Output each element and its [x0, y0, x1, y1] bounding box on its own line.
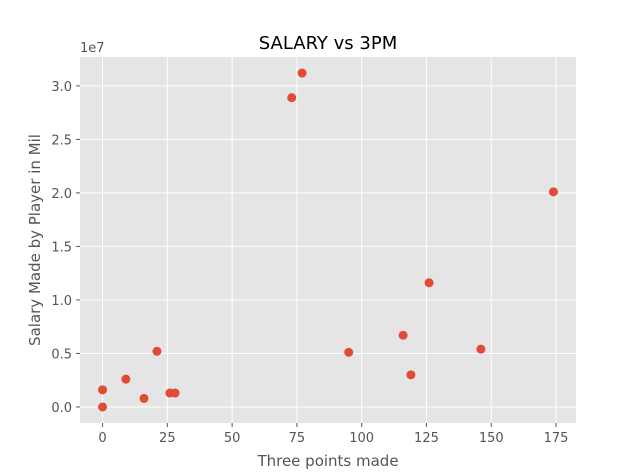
data-point: [297, 68, 307, 78]
x-tick-label: 75: [289, 431, 306, 446]
data-point: [139, 393, 149, 403]
x-tick-label: 50: [224, 431, 241, 446]
data-point: [121, 374, 131, 384]
x-tick-label: 175: [544, 431, 569, 446]
data-point: [424, 278, 434, 288]
y-ticks: 0.0 0.5 1.0 1.5 2.0 2.5 3.0: [51, 80, 80, 416]
y-tick-label: 2.5: [51, 133, 72, 148]
data-points: [98, 68, 558, 412]
data-point: [98, 385, 108, 395]
data-point: [287, 93, 297, 103]
data-point: [344, 347, 354, 357]
y-tick-label: 0.0: [51, 401, 72, 416]
data-point: [406, 370, 416, 380]
x-ticks: 0 25 50 75 100 125 150 175: [98, 423, 568, 446]
data-point: [170, 388, 180, 398]
data-point: [152, 346, 162, 356]
x-axis-label: Three points made: [256, 452, 398, 470]
y-offset-label: 1e7: [80, 41, 105, 56]
y-tick-label: 2.0: [51, 187, 72, 202]
y-tick-label: 1.0: [51, 294, 72, 309]
x-tick-label: 100: [349, 431, 374, 446]
x-tick-label: 0: [98, 431, 106, 446]
x-tick-label: 25: [159, 431, 176, 446]
y-tick-label: 0.5: [51, 347, 72, 362]
chart-title: SALARY vs 3PM: [259, 33, 398, 54]
y-axis-label: Salary Made by Player in Mil: [26, 134, 44, 346]
y-tick-label: 1.5: [51, 240, 72, 255]
data-point: [98, 402, 108, 412]
x-tick-label: 125: [414, 431, 439, 446]
grid: [80, 57, 576, 423]
y-tick-label: 3.0: [51, 80, 72, 95]
data-point: [398, 330, 408, 340]
plot-background: [80, 57, 576, 423]
x-tick-label: 150: [479, 431, 504, 446]
data-point: [548, 187, 558, 197]
data-point: [476, 344, 486, 354]
